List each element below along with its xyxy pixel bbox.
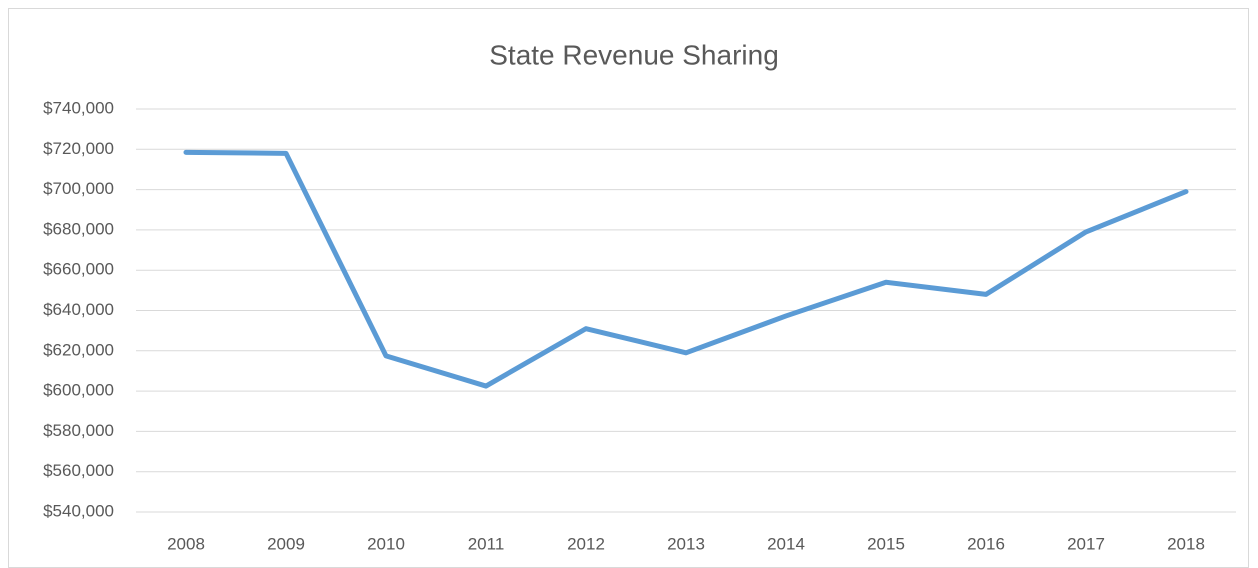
y-tick-label: $640,000 bbox=[43, 300, 114, 319]
chart-title: State Revenue Sharing bbox=[489, 39, 779, 70]
x-tick-label: 2013 bbox=[667, 534, 705, 553]
x-tick-label: 2008 bbox=[167, 534, 205, 553]
y-tick-label: $540,000 bbox=[43, 501, 114, 520]
y-tick-label: $700,000 bbox=[43, 179, 114, 198]
y-tick-label: $740,000 bbox=[43, 98, 114, 117]
line-series bbox=[183, 149, 1189, 389]
chart-border bbox=[8, 8, 1249, 568]
y-tick-label: $660,000 bbox=[43, 260, 114, 279]
x-tick-label: 2010 bbox=[367, 534, 405, 553]
x-tick-label: 2018 bbox=[1167, 534, 1205, 553]
x-tick-label: 2011 bbox=[468, 534, 505, 553]
y-tick-label: $600,000 bbox=[43, 381, 114, 400]
y-tick-label: $620,000 bbox=[43, 340, 114, 359]
x-tick-label: 2009 bbox=[267, 534, 305, 553]
y-tick-label: $560,000 bbox=[43, 461, 114, 480]
x-tick-label: 2014 bbox=[767, 534, 805, 553]
y-tick-label: $720,000 bbox=[43, 139, 114, 158]
x-tick-label: 2015 bbox=[867, 534, 905, 553]
y-tick-label: $580,000 bbox=[43, 421, 114, 440]
y-tick-label: $680,000 bbox=[43, 219, 114, 238]
x-tick-label: 2016 bbox=[967, 534, 1005, 553]
x-tick-label: 2012 bbox=[567, 534, 605, 553]
x-tick-label: 2017 bbox=[1067, 534, 1105, 553]
